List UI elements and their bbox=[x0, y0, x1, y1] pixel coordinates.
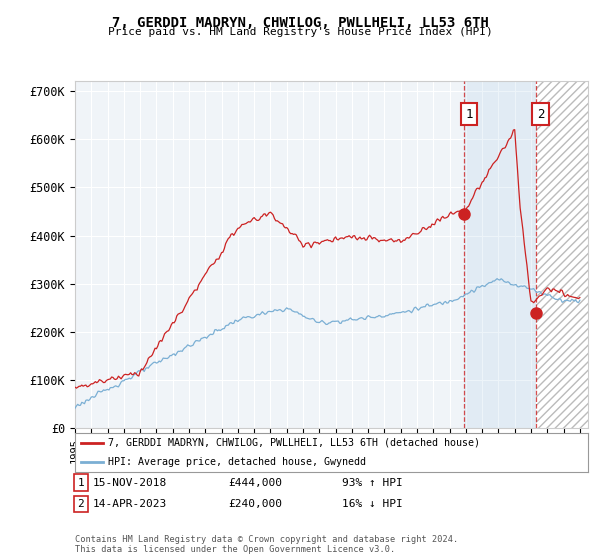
Bar bbox=[536, 81, 588, 428]
Text: £240,000: £240,000 bbox=[228, 499, 282, 509]
Text: Contains HM Land Registry data © Crown copyright and database right 2024.
This d: Contains HM Land Registry data © Crown c… bbox=[75, 535, 458, 554]
Bar bbox=[536, 81, 588, 428]
Text: 1: 1 bbox=[77, 478, 85, 488]
Text: 14-APR-2023: 14-APR-2023 bbox=[93, 499, 167, 509]
Text: 16% ↓ HPI: 16% ↓ HPI bbox=[342, 499, 403, 509]
Text: £444,000: £444,000 bbox=[228, 478, 282, 488]
Text: 2: 2 bbox=[536, 108, 544, 121]
Text: Price paid vs. HM Land Registry's House Price Index (HPI): Price paid vs. HM Land Registry's House … bbox=[107, 27, 493, 37]
Text: 1: 1 bbox=[465, 108, 473, 121]
Text: HPI: Average price, detached house, Gwynedd: HPI: Average price, detached house, Gwyn… bbox=[109, 457, 367, 467]
Text: 15-NOV-2018: 15-NOV-2018 bbox=[93, 478, 167, 488]
Text: 2: 2 bbox=[77, 499, 85, 509]
Bar bbox=[464, 81, 536, 428]
Text: 7, GERDDI MADRYN, CHWILOG, PWLLHELI, LL53 6TH: 7, GERDDI MADRYN, CHWILOG, PWLLHELI, LL5… bbox=[112, 16, 488, 30]
Text: 7, GERDDI MADRYN, CHWILOG, PWLLHELI, LL53 6TH (detached house): 7, GERDDI MADRYN, CHWILOG, PWLLHELI, LL5… bbox=[109, 438, 481, 448]
Text: 93% ↑ HPI: 93% ↑ HPI bbox=[342, 478, 403, 488]
